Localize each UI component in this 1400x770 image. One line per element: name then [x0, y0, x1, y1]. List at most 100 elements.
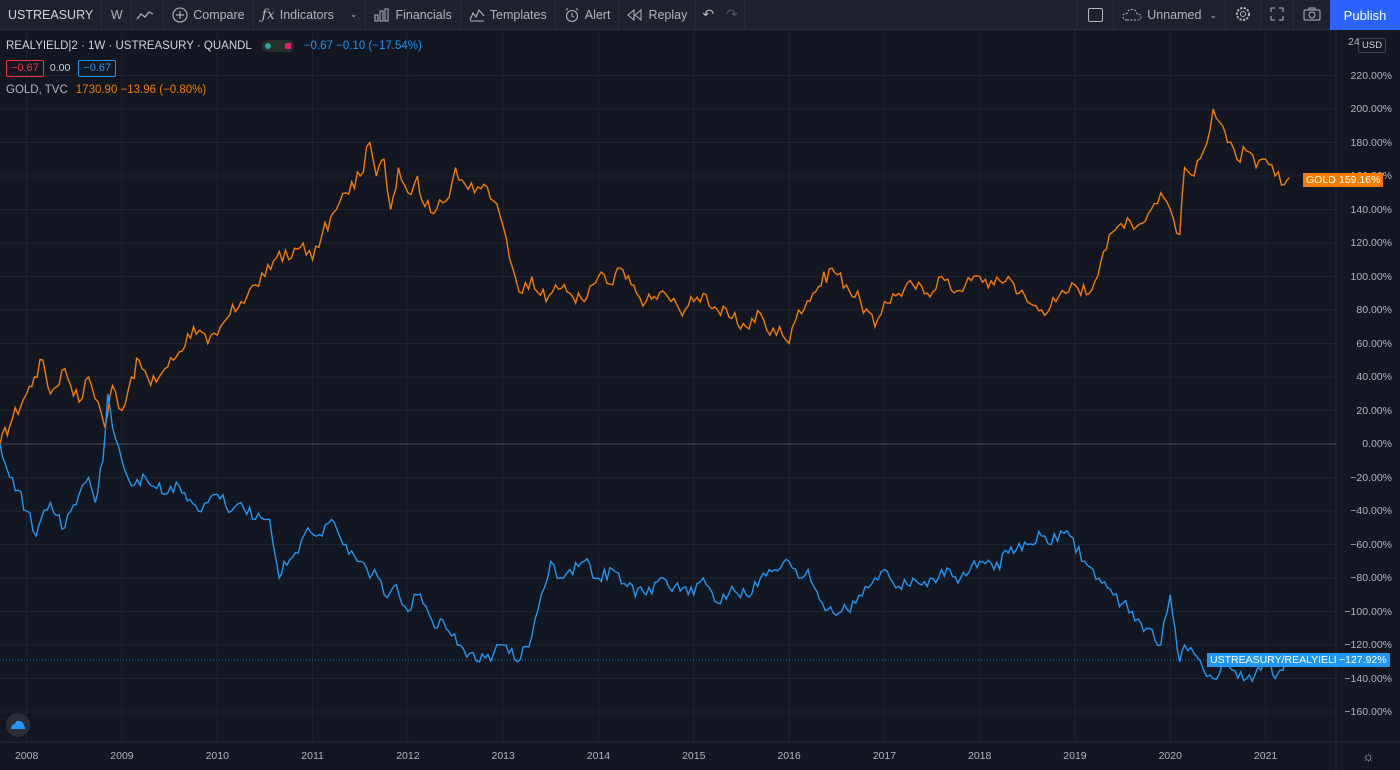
- y-tick-label: 220.00%: [1350, 69, 1392, 82]
- x-tick-label: 2015: [682, 750, 706, 762]
- y-tick-label: −100.00%: [1344, 605, 1392, 618]
- y-tick-label: 140.00%: [1350, 203, 1392, 216]
- value-box-blue: −0.67: [78, 59, 117, 77]
- y-tick-label: −60.00%: [1350, 538, 1392, 551]
- plus-circle-icon: [172, 6, 188, 23]
- series-status-pill[interactable]: [261, 40, 294, 52]
- y-tick-label: −80.00%: [1350, 572, 1392, 584]
- camera-icon: [1303, 7, 1321, 24]
- x-tick-label: 2013: [491, 750, 515, 762]
- tradingview-logo-icon[interactable]: [6, 713, 30, 737]
- layout-toggle-button[interactable]: [1077, 0, 1113, 30]
- undo-icon: ↶: [702, 6, 715, 22]
- settings-button[interactable]: [1225, 0, 1260, 30]
- y-tick-label: 100.00%: [1350, 270, 1392, 283]
- templates-button[interactable]: Templates: [461, 0, 556, 30]
- top-toolbar: USTREASURY W Compare ƒx Indicators ⌄ Fin…: [0, 0, 1400, 30]
- yield-value-tag: −127.92%: [1336, 653, 1390, 667]
- x-tick-label: 2019: [1063, 750, 1087, 762]
- status-dot-icon: [264, 43, 271, 49]
- interval-label: W: [110, 7, 123, 22]
- yield-tag-value: −127.92%: [1339, 654, 1387, 666]
- indicators-label: Indicators: [279, 7, 334, 22]
- main-series-title: REALYIELD|2 · 1W · USTREASURY · QUANDL: [6, 40, 252, 52]
- gold-tag-label: GOLD: [1306, 174, 1336, 186]
- y-tick-label: −140.00%: [1344, 672, 1392, 685]
- indicators-button[interactable]: ƒx Indicators ⌄: [254, 0, 367, 30]
- chevron-down-icon[interactable]: ⌄: [1209, 9, 1217, 20]
- x-tick-label: 2012: [396, 750, 420, 762]
- cloud-icon: [1122, 8, 1142, 22]
- gear-icon: [1235, 6, 1251, 25]
- indicator-values-row: −0.67 0.00 −0.67: [6, 59, 422, 77]
- x-tick-label: 2014: [586, 750, 611, 762]
- redo-button[interactable]: ↷: [720, 0, 745, 30]
- alert-label: Alert: [584, 7, 611, 22]
- templates-label: Templates: [489, 7, 547, 22]
- symbol-search-button[interactable]: USTREASURY: [0, 0, 103, 30]
- y-tick-label: 40.00%: [1356, 371, 1392, 383]
- gold-series-title: GOLD, TVC: [6, 84, 68, 96]
- compare-label: Compare: [193, 7, 245, 22]
- gold-series-legend[interactable]: GOLD, TVC 1730.90 −13.96 (−0.80%): [6, 82, 422, 98]
- x-tick-label: 2020: [1158, 750, 1182, 762]
- fullscreen-icon: [1270, 7, 1284, 24]
- y-tick-label: 200.00%: [1350, 103, 1392, 115]
- alert-button[interactable]: Alert: [556, 0, 620, 30]
- publish-button[interactable]: Publish: [1330, 0, 1400, 30]
- y-tick-label: 0.00%: [1362, 438, 1392, 450]
- x-tick-label: 2009: [110, 750, 134, 762]
- interval-button[interactable]: W: [102, 0, 133, 30]
- y-tick-label: −40.00%: [1350, 505, 1392, 517]
- main-series-values: −0.67 −0.10 (−17.54%): [303, 40, 422, 52]
- currency-badge[interactable]: USD: [1358, 38, 1387, 53]
- square-layout-icon: [1088, 8, 1104, 22]
- function-icon: ƒx: [261, 6, 275, 23]
- y-tick-label: −160.00%: [1344, 706, 1392, 718]
- fullscreen-button[interactable]: [1260, 0, 1293, 30]
- replay-button[interactable]: Replay: [619, 0, 697, 30]
- yield-series-line: [0, 393, 1290, 684]
- gold-series-line: [0, 108, 1290, 445]
- grid-lines: [0, 30, 1336, 742]
- financials-label: Financials: [395, 7, 452, 22]
- templates-icon: [469, 8, 485, 22]
- gold-series-values: 1730.90 −13.96 (−0.80%): [75, 84, 207, 96]
- chart-style-button[interactable]: [132, 0, 165, 30]
- chevron-down-icon[interactable]: ⌄: [349, 9, 358, 19]
- y-tick-label: 80.00%: [1356, 304, 1392, 316]
- y-tick-label: 24: [1348, 36, 1360, 48]
- x-tick-label: 2016: [777, 750, 801, 762]
- y-tick-label: 120.00%: [1350, 237, 1392, 249]
- undo-button[interactable]: ↶: [696, 0, 720, 30]
- financials-button[interactable]: Financials: [366, 0, 461, 30]
- value-box-red: −0.67: [6, 59, 44, 77]
- compare-button[interactable]: Compare: [164, 0, 254, 30]
- gold-price-tag: GOLD: [1303, 173, 1339, 187]
- y-tick-label: 60.00%: [1356, 337, 1392, 350]
- x-tick-label: 2017: [872, 750, 897, 762]
- gold-value-tag: 159.16%: [1336, 173, 1384, 187]
- symbol-label: USTREASURY: [8, 7, 94, 22]
- x-tick-label: 2018: [967, 750, 992, 762]
- x-tick-label: 2010: [205, 750, 229, 762]
- save-layout-button[interactable]: Unnamed ⌄: [1113, 0, 1225, 30]
- yield-price-tag: USTREASURY/REALYIELD|2: [1207, 653, 1354, 667]
- yield-tag-label: USTREASURY/REALYIELD|2: [1210, 654, 1351, 666]
- layout-name: Unnamed: [1147, 8, 1202, 22]
- snapshot-button[interactable]: [1293, 0, 1330, 30]
- x-tick-label: 2008: [14, 750, 39, 762]
- chart-settings-gear-icon[interactable]: ☼: [1362, 748, 1375, 764]
- rewind-icon: [627, 8, 643, 21]
- main-series-legend[interactable]: REALYIELD|2 · 1W · USTREASURY · QUANDL −…: [6, 38, 422, 54]
- redo-icon: ↷: [726, 6, 738, 22]
- status-bars-icon: [284, 43, 291, 49]
- chart-canvas[interactable]: [0, 30, 1400, 770]
- value-box-neutral: 0.00: [49, 62, 71, 74]
- chart-legend: REALYIELD|2 · 1W · USTREASURY · QUANDL −…: [6, 38, 422, 104]
- bar-chart-icon: [374, 8, 390, 22]
- publish-label: Publish: [1343, 7, 1387, 23]
- replay-label: Replay: [648, 7, 688, 22]
- y-tick-label: 180.00%: [1350, 136, 1392, 149]
- toolbar-right: Unnamed ⌄ Publish: [1077, 0, 1400, 30]
